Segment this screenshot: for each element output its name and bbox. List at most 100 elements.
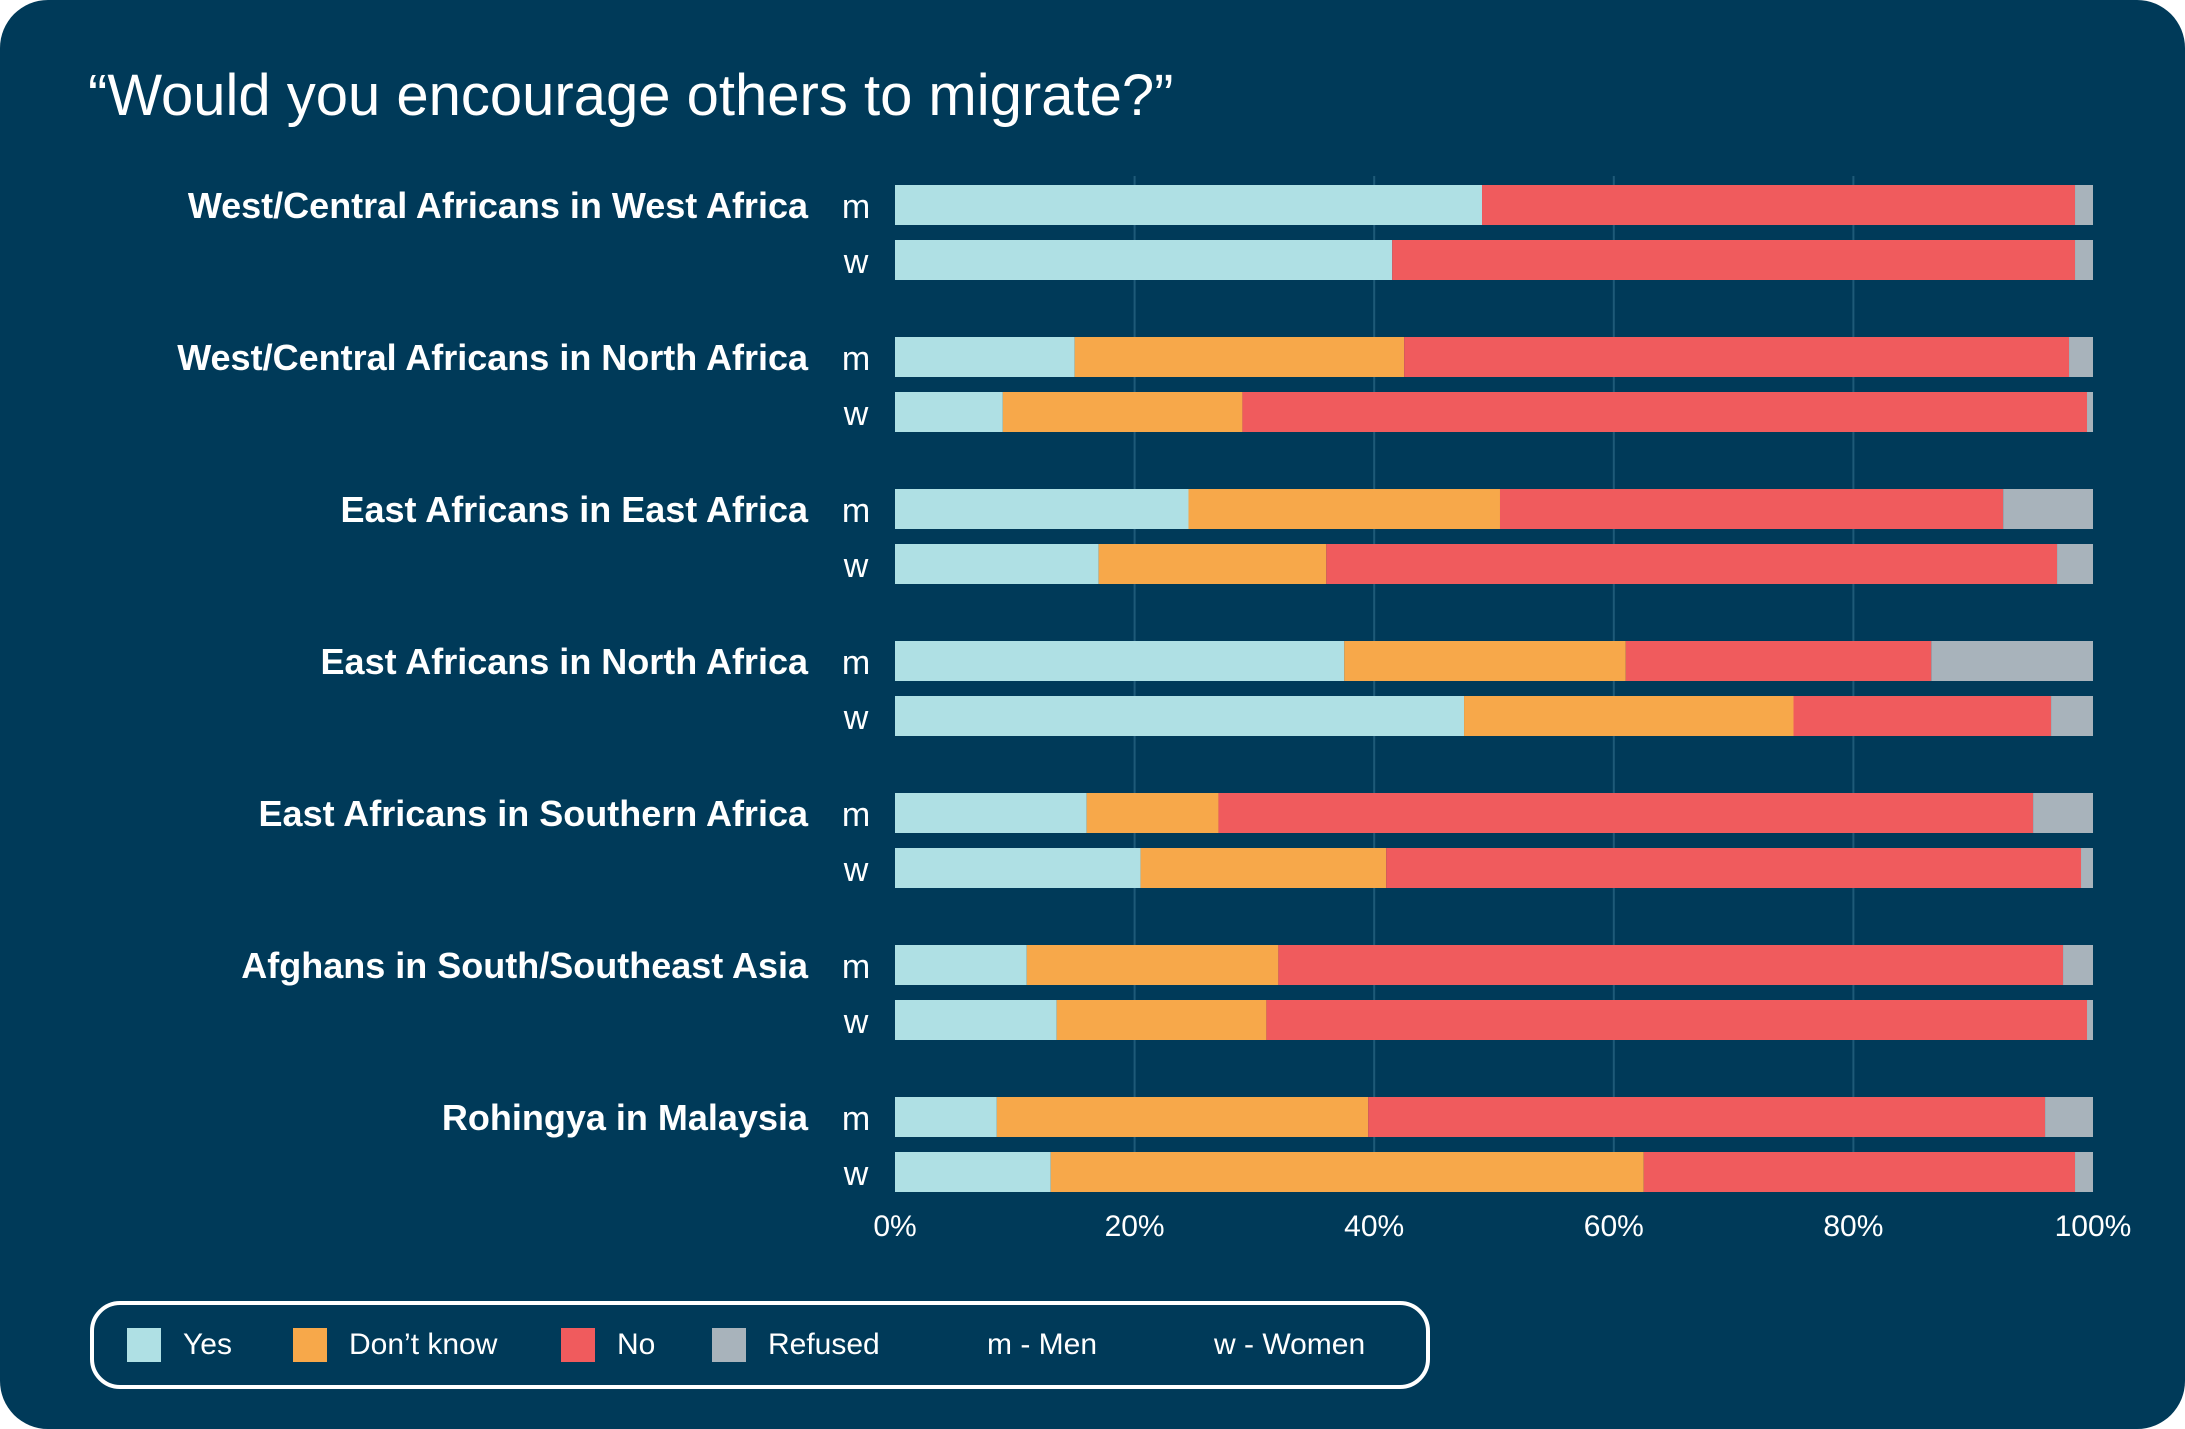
bar-segment-yes (895, 848, 1141, 888)
x-tick-label: 100% (2055, 1210, 2132, 1243)
x-tick-label: 80% (1823, 1210, 1883, 1243)
bar-segment-refused (2003, 489, 2093, 529)
legend-item-refused: Refused (712, 1305, 880, 1385)
bar-segment-no (1386, 848, 2082, 888)
bar-segment-no (1499, 489, 2004, 529)
bar-segment-yes (895, 544, 1099, 584)
bar-segment-no (1368, 1097, 2046, 1137)
x-tick-label: 20% (1105, 1210, 1165, 1243)
legend-item-yes: Yes (127, 1305, 232, 1385)
bar-segment-dont-know (1188, 489, 1500, 529)
labels: West/Central Africans in West Africa mwWe… (177, 185, 870, 1193)
bar-segment-yes (895, 945, 1027, 985)
legend-item-no: No (561, 1305, 655, 1385)
x-tick-label: 0% (873, 1210, 916, 1243)
bar-segment-no (1218, 793, 2034, 833)
bar-segment-no (1392, 240, 2076, 280)
bar-segment-dont-know (996, 1097, 1369, 1137)
bar-segment-no (1404, 337, 2070, 377)
bar-segment-no (1278, 945, 2064, 985)
group-label: West/Central Africans in North Africa (177, 337, 809, 378)
bar-segment-refused (2081, 848, 2093, 888)
gender-label: w (843, 395, 869, 433)
bar-segment-dont-know (1074, 337, 1405, 377)
legend-note-men: m - Men (987, 1328, 1098, 1361)
bar-segment-yes (895, 392, 1003, 432)
bar-segment-no (1326, 544, 2058, 584)
bar-segment-no (1242, 392, 2088, 432)
group-label: Afghans in South/Southeast Asia (241, 945, 809, 986)
gender-label: w (843, 1003, 869, 1041)
x-axis-ticks: 0% 20% 40% 60% 80% 100% (873, 1210, 2131, 1243)
bar-segment-dont-know (1086, 793, 1219, 833)
bar-segment-refused (2045, 1097, 2093, 1137)
bar-segment-refused (2051, 696, 2093, 736)
gender-label: m (842, 340, 870, 378)
bar-segment-yes (895, 1097, 997, 1137)
gender-label: w (843, 851, 869, 889)
bar-segment-refused (2069, 337, 2093, 377)
bar-segment-yes (895, 641, 1345, 681)
bars (895, 185, 2093, 1192)
gender-label: w (843, 243, 869, 281)
bar-segment-refused (2087, 392, 2093, 432)
bar-segment-no (1482, 185, 2076, 225)
bar-segment-dont-know (1098, 544, 1327, 584)
group-label: East Africans in East Africa (340, 489, 808, 530)
bar-segment-no (1793, 696, 2052, 736)
legend: Yes Don’t know No Refused m - Men w - Wo… (90, 1301, 1430, 1389)
group-label: East Africans in North Africa (321, 641, 809, 682)
bar-segment-dont-know (1050, 1152, 1644, 1192)
bar-segment-yes (895, 793, 1087, 833)
bar-segment-refused (2033, 793, 2093, 833)
gender-label: w (843, 547, 869, 585)
bar-segment-no (1266, 1000, 2088, 1040)
bar-segment-refused (1931, 641, 2093, 681)
gender-label: m (842, 796, 870, 834)
bar-segment-yes (895, 185, 1483, 225)
gender-label: m (842, 948, 870, 986)
bar-segment-refused (2075, 1152, 2093, 1192)
legend-swatch-dont-know (293, 1328, 327, 1362)
group-label: West/Central Africans in West Africa (188, 185, 809, 226)
gender-label: m (842, 644, 870, 682)
gender-label: m (842, 188, 870, 226)
x-tick-label: 60% (1584, 1210, 1644, 1243)
bar-segment-dont-know (1002, 392, 1243, 432)
bar-segment-refused (2087, 1000, 2093, 1040)
bar-segment-no (1625, 641, 1932, 681)
bar-segment-dont-know (1056, 1000, 1267, 1040)
gender-label: w (843, 699, 869, 737)
bar-segment-no (1643, 1152, 2076, 1192)
bar-segment-refused (2057, 544, 2093, 584)
legend-note-women: w - Women (1214, 1328, 1366, 1361)
chart-title: “Would you encourage others to migrate?” (88, 63, 1174, 128)
bar-segment-yes (895, 489, 1189, 529)
bar-segment-yes (895, 696, 1465, 736)
legend-swatch-yes (127, 1328, 161, 1362)
bar-segment-dont-know (1344, 641, 1626, 681)
bar-segment-yes (895, 1152, 1051, 1192)
legend-label-yes: Yes (183, 1328, 232, 1361)
bar-segment-dont-know (1026, 945, 1279, 985)
bar-segment-dont-know (1140, 848, 1387, 888)
legend-item-dont-know: Don’t know (293, 1305, 497, 1385)
bar-segment-refused (2075, 240, 2093, 280)
legend-label-dont-know: Don’t know (349, 1328, 498, 1361)
group-label: East Africans in Southern Africa (259, 793, 809, 834)
bar-segment-yes (895, 240, 1393, 280)
legend-swatch-no (561, 1328, 595, 1362)
x-tick-label: 40% (1344, 1210, 1404, 1243)
legend-label-refused: Refused (768, 1328, 880, 1361)
bar-segment-refused (2063, 945, 2093, 985)
legend-label-no: No (617, 1328, 656, 1361)
bar-segment-yes (895, 1000, 1057, 1040)
gender-label: w (843, 1155, 869, 1193)
legend-swatch-refused (712, 1328, 746, 1362)
gender-label: m (842, 492, 870, 530)
bar-segment-refused (2075, 185, 2093, 225)
group-label: Rohingya in Malaysia (442, 1097, 809, 1138)
bar-segment-dont-know (1464, 696, 1794, 736)
